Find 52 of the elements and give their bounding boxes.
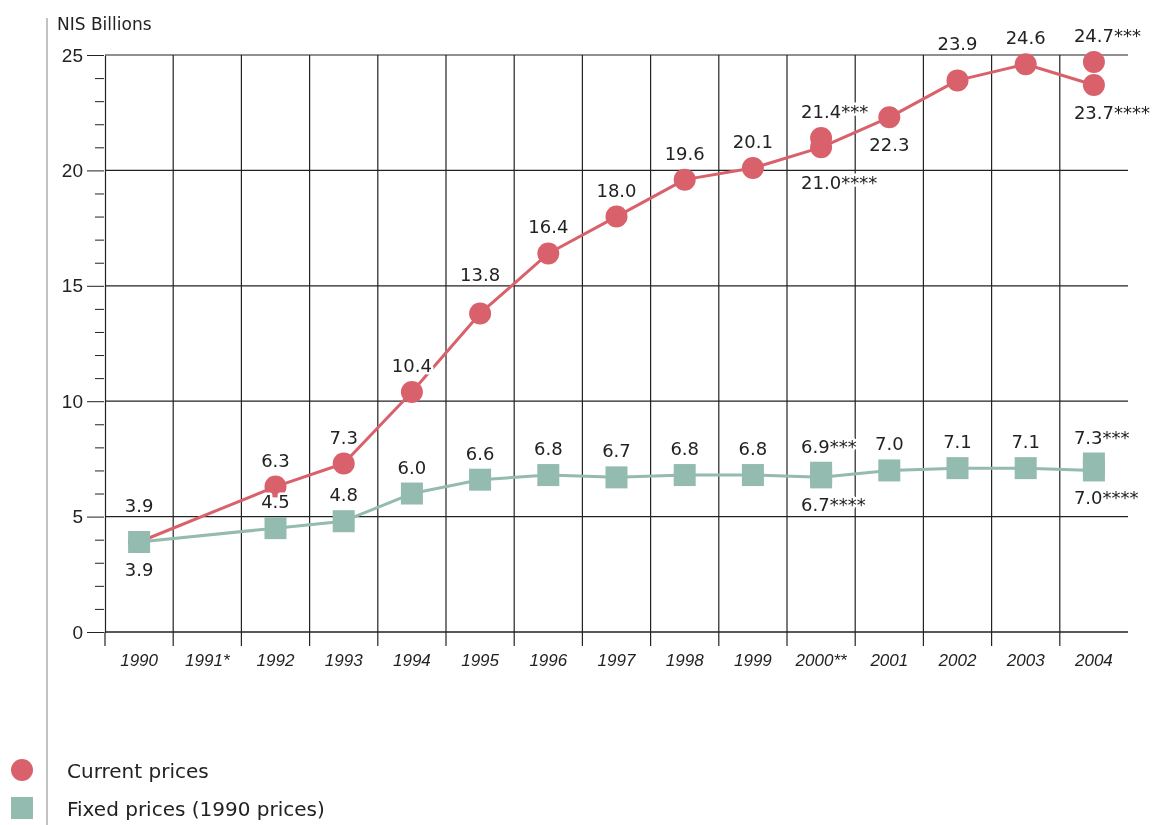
x-tick-label: 2002 xyxy=(937,651,977,671)
data-label: 22.3 xyxy=(869,134,910,156)
y-tick-label: 15 xyxy=(61,275,83,297)
data-label: 24.6 xyxy=(1005,27,1046,49)
data-label: 19.6 xyxy=(664,142,705,164)
x-tick-label: 1992 xyxy=(256,651,295,671)
data-label: 18.0 xyxy=(596,179,637,201)
x-tick-label: 1997 xyxy=(597,651,636,671)
x-tick-label: 1995 xyxy=(461,651,500,671)
data-label: 23.7**** xyxy=(1073,102,1150,123)
data-label: 3.9 xyxy=(124,558,154,580)
x-tick-label: 2000** xyxy=(794,651,848,671)
data-label: 7.0**** xyxy=(1073,487,1139,509)
y-tick-label: 25 xyxy=(61,44,83,66)
legend-label: Current prices xyxy=(67,759,209,783)
data-label: 6.6 xyxy=(465,442,495,464)
data-label: 7.1 xyxy=(1011,431,1041,453)
data-label: 16.4 xyxy=(528,216,569,238)
data-label: 6.3 xyxy=(261,449,290,471)
y-tick-label: 20 xyxy=(61,159,83,181)
data-label: 7.3 xyxy=(329,426,359,448)
x-tick-label: 1991* xyxy=(185,651,231,671)
y-axis-title: NIS Billions xyxy=(57,14,152,34)
data-label: 7.1 xyxy=(943,431,972,453)
x-tick-label: 1993 xyxy=(324,651,364,671)
x-tick-label: 1999 xyxy=(733,651,773,671)
data-label: 7.3*** xyxy=(1073,426,1130,448)
x-tick-label: 1998 xyxy=(665,651,705,671)
x-tick-label: 1996 xyxy=(529,651,568,671)
data-label: 10.4 xyxy=(391,354,432,376)
data-label: 6.8 xyxy=(738,438,768,460)
data-label: 23.9 xyxy=(937,33,978,54)
y-tick-label: 5 xyxy=(72,506,83,528)
x-tick-label: 1990 xyxy=(120,651,159,671)
data-label: 24.7*** xyxy=(1073,24,1141,46)
x-tick-label: 2001 xyxy=(869,651,909,671)
x-tick-label: 2004 xyxy=(1073,651,1113,671)
data-label: 6.8 xyxy=(533,438,563,460)
data-label: 6.0 xyxy=(397,456,427,478)
x-tick-label: 1994 xyxy=(392,651,431,671)
data-label: 6.8 xyxy=(670,438,700,460)
x-tick-label: 2003 xyxy=(1005,651,1046,671)
data-label: 13.8 xyxy=(460,263,501,285)
legend-label: Fixed prices (1990 prices) xyxy=(67,797,325,821)
data-label: 4.5 xyxy=(261,491,290,513)
y-tick-label: 10 xyxy=(61,390,83,412)
data-label: 4.8 xyxy=(329,484,359,506)
data-label: 3.9 xyxy=(124,494,154,516)
data-label: 6.7 xyxy=(602,440,631,462)
y-tick-label: 0 xyxy=(72,621,83,643)
data-label: 20.1 xyxy=(732,131,773,153)
data-label: 7.0 xyxy=(874,433,904,455)
